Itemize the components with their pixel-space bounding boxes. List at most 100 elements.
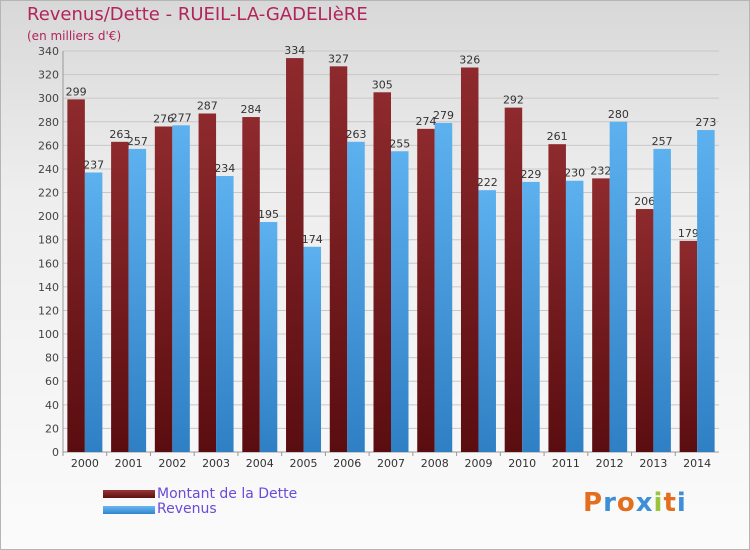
data-label-revenus: 229 [520,168,541,181]
legend-label-revenus: Revenus [157,501,217,517]
bar-dette [329,66,348,453]
data-label-revenus: 174 [302,233,323,246]
data-label-dette: 232 [590,164,611,177]
y-tick-label: 20 [45,422,59,435]
bar-revenus [84,172,103,452]
data-label-dette: 261 [547,130,568,143]
data-label-dette: 284 [241,103,262,116]
data-label-revenus: 279 [433,109,454,122]
y-tick-label: 220 [38,187,59,200]
data-label-revenus: 195 [258,208,279,221]
x-tick-label: 2012 [596,457,624,470]
data-label-revenus: 234 [214,162,235,175]
bar-revenus [478,190,496,452]
bar-dette [504,107,523,453]
y-tick-label: 320 [38,69,59,82]
x-tick-label: 2006 [333,457,361,470]
bar-dette [198,113,217,453]
y-tick-label: 0 [52,446,59,459]
bar-dette [548,144,566,452]
x-tick-label: 2005 [290,457,318,470]
bar-revenus [303,246,322,452]
bar-revenus [609,121,628,452]
y-tick-label: 180 [38,234,59,247]
bar-revenus [697,130,715,453]
x-tick-label: 2008 [421,457,449,470]
bar-dette [592,178,610,452]
y-tick-label: 100 [38,328,59,341]
x-tick-label: 2004 [246,457,274,470]
data-label-dette: 334 [284,44,305,57]
y-tick-label: 40 [45,399,59,412]
legend-swatch-dette [103,490,155,498]
bar-dette [460,67,479,452]
bar-dette [417,128,435,452]
x-tick-label: 2002 [158,457,186,470]
bar-revenus [259,222,278,452]
x-tick-label: 2007 [377,457,405,470]
data-label-dette: 327 [328,52,349,65]
x-tick-label: 2000 [71,457,99,470]
legend-label-dette: Montant de la Dette [157,486,298,502]
data-label-revenus: 273 [695,116,716,129]
bar-revenus [216,176,234,453]
x-tick-label: 2009 [464,457,492,470]
x-tick-label: 2013 [639,457,667,470]
bar-dette [154,126,173,452]
data-label-revenus: 280 [608,108,629,121]
data-label-revenus: 222 [477,176,498,189]
x-tick-label: 2010 [508,457,536,470]
y-tick-label: 60 [45,375,59,388]
bar-dette [242,117,260,452]
x-tick-label: 2011 [552,457,580,470]
x-tick-label: 2014 [683,457,711,470]
bar-dette [111,141,129,453]
data-label-dette: 305 [372,78,393,91]
legend-swatch-revenus [103,506,155,514]
y-tick-label: 200 [38,210,59,223]
data-label-dette: 274 [415,115,436,128]
bar-revenus [391,151,409,452]
data-label-dette: 299 [66,85,87,98]
data-label-revenus: 257 [652,135,673,148]
y-tick-label: 80 [45,352,59,365]
data-label-dette: 263 [109,128,130,141]
bar-dette [373,92,391,452]
data-label-dette: 206 [634,195,655,208]
bar-revenus [653,148,671,452]
data-label-dette: 292 [503,94,524,107]
y-tick-label: 260 [38,139,59,152]
data-label-revenus: 230 [564,167,585,180]
bar-revenus [434,122,453,452]
bar-revenus [172,125,190,452]
x-tick-label: 2001 [115,457,143,470]
y-tick-label: 140 [38,281,59,294]
y-tick-label: 120 [38,304,59,317]
data-label-revenus: 277 [171,111,192,124]
bar-dette [679,240,698,452]
x-tick-label: 2003 [202,457,230,470]
y-tick-label: 280 [38,116,59,129]
data-label-dette: 179 [678,227,699,240]
bar-dette [67,99,85,452]
y-tick-label: 300 [38,92,59,105]
bar-revenus [347,141,365,453]
data-label-dette: 326 [459,54,480,67]
y-tick-label: 340 [38,45,59,58]
y-tick-label: 160 [38,257,59,270]
chart-title: Revenus/Dette - RUEIL-LA-GADELIèRE [27,4,368,25]
data-label-revenus: 263 [346,128,367,141]
data-label-revenus: 257 [127,135,148,148]
chart-subtitle: (en milliers d'€) [27,29,122,43]
data-label-dette: 276 [153,112,174,125]
data-label-revenus: 255 [389,137,410,150]
bar-dette [635,209,654,452]
bar-revenus [565,180,584,452]
data-label-dette: 287 [197,100,218,113]
bar-revenus [128,148,147,452]
bar-dette [286,58,304,452]
data-label-revenus: 237 [83,158,104,171]
proxiti-logo: Proxiti [583,488,687,518]
